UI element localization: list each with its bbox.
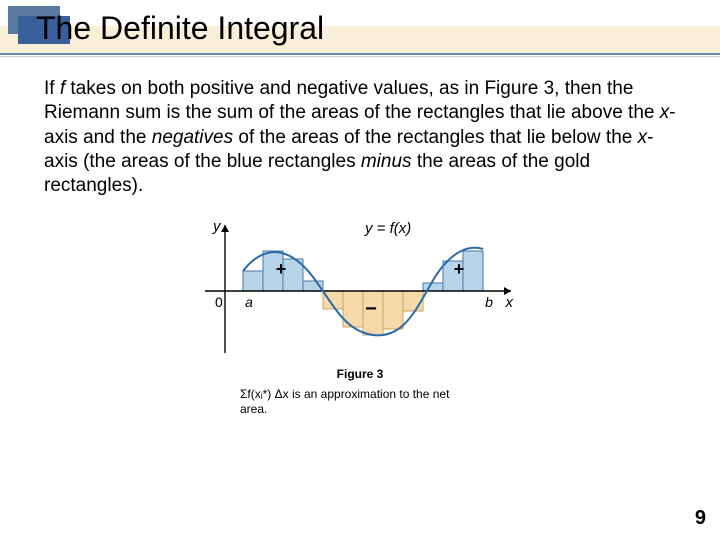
svg-text:b: b [485,294,493,310]
svg-text:+: + [454,259,465,279]
riemann-figure: + + − y x 0 a b y = f(x) [195,213,525,363]
title-bar: The Definite Integral [0,0,720,55]
var-x: x [660,102,670,123]
p-text: takes on both positive and negative valu… [44,78,660,123]
p-text: If [44,78,60,99]
svg-text:−: − [365,298,377,320]
figure-caption: Figure 3 [337,367,384,381]
word-minus: minus [361,151,412,172]
svg-text:x: x [505,294,514,311]
word-negatives: negatives [152,127,233,148]
page-title: The Definite Integral [32,10,720,47]
p-text: of the areas of the rectangles that lie … [233,127,638,148]
body-paragraph: If f takes on both positive and negative… [0,55,720,209]
page-number: 9 [695,507,706,530]
svg-text:0: 0 [215,294,223,310]
title-underline [0,56,720,57]
svg-text:y = f(x): y = f(x) [364,220,411,237]
svg-text:+: + [276,259,287,279]
figure-container: + + − y x 0 a b y = f(x) Figure 3 Σf(xᵢ*) Δx is … [0,213,720,418]
figure-subcaption: Σf(xᵢ*) Δx is an approximation to the ne… [240,387,480,418]
svg-text:y: y [212,218,222,235]
svg-text:a: a [245,294,253,310]
var-x: x [638,127,648,148]
